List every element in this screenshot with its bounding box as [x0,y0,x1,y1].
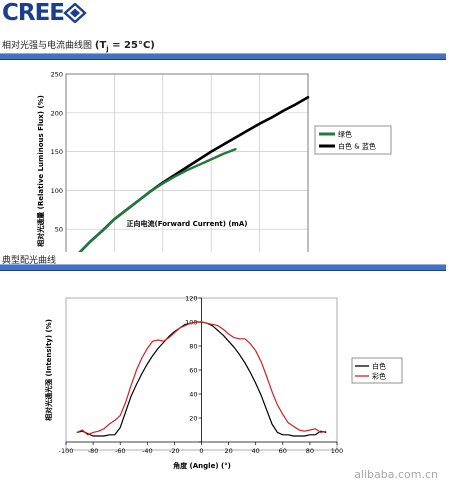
chart2-series-line-1 [76,321,327,436]
chart2-x-tick-label: -20 [169,447,180,455]
chart1-x-axis-label: 正向电流(Forward Current) (mA) [127,219,248,228]
legend-white-blue-label: 白色 & 蓝色 [338,142,376,151]
chart2-x-tick-label: 100 [331,447,343,455]
chart1-series-line-0 [78,148,237,252]
legend-white-label: 白色 [372,362,386,371]
chart2-x-tick-label: -80 [88,447,99,455]
chart2-x-tick-label: 40 [252,447,260,455]
chart2-svg: -100 -80 -60 -40 -20 0 20 40 60 80 100 20 40 60 80 100… [44,295,403,470]
chart2-y-tick-label: 120 [185,295,197,303]
chart1-series-line-1 [78,95,310,252]
section1-title-cn: 相对光强与电流曲线图 [2,41,93,51]
chart2-y-tick-label: 60 [189,367,197,375]
chart2-x-ticks: -100 -80 -60 -40 -20 0 20 40 60 80 100 [59,442,343,455]
chart2-x-tick-label: -100 [59,447,74,455]
chart1-y-tick-label: 50 [55,226,63,234]
chart1-y-axis-label: 相对光通量 (Relative Luminous Flux) (%) [36,95,45,247]
chart2-x-tick-label: 0 [199,447,203,455]
legend-green-label: 绿色 [338,130,352,139]
section2-header-bar [0,264,446,271]
chart2-y-tick-label: 80 [189,343,197,351]
chart2-x-tick-label: -40 [142,447,153,455]
chart2-y-tick-label: 40 [189,391,197,399]
chart1-y-tick-label: 200 [51,109,63,117]
chart2-x-tick-label: -60 [115,447,126,455]
chart2-series [76,321,327,437]
chart2-x-tick-label: 60 [279,447,287,455]
chart1-plot-border [65,73,309,252]
chart2-x-axis-label: 角度 (Angle) (°) [173,461,231,470]
chart1-svg: 02004006008001000 050100150200250 相对光通量 … [36,71,392,252]
chart1-y-tick-label: 100 [51,187,63,195]
watermark-text: alibaba.com.cn [354,468,438,481]
cree-logo-diamond-icon [63,3,87,23]
chart2-y-tick-label: 20 [189,415,197,423]
section2-title: 典型配光曲线 [2,256,57,266]
chart2-x-tick-label: 20 [224,447,232,455]
section1-header-bar [0,53,446,60]
chart1-legend: 绿色 白色 & 蓝色 [314,125,392,155]
chart2-legend: 白色 彩色 [351,357,403,384]
chart2-y-axis-label: 相对光通光强 (Intensity) (%) [44,319,53,421]
section1-title: 相对光强与电流曲线图 (Tj = 25°C) [2,40,155,55]
chart1-y-tick-label: 150 [51,148,63,156]
legend-color-label: 彩色 [372,372,386,381]
chart1-y-tick-label: 250 [51,71,63,79]
cree-logo-text: CREE [2,0,65,26]
chart1-series [78,95,310,252]
chart2-x-tick-label: 80 [306,447,314,455]
section1-title-tc: (Tj = 25°C) [94,40,155,53]
chart1-y-ticks: 050100150200250 [51,71,63,234]
